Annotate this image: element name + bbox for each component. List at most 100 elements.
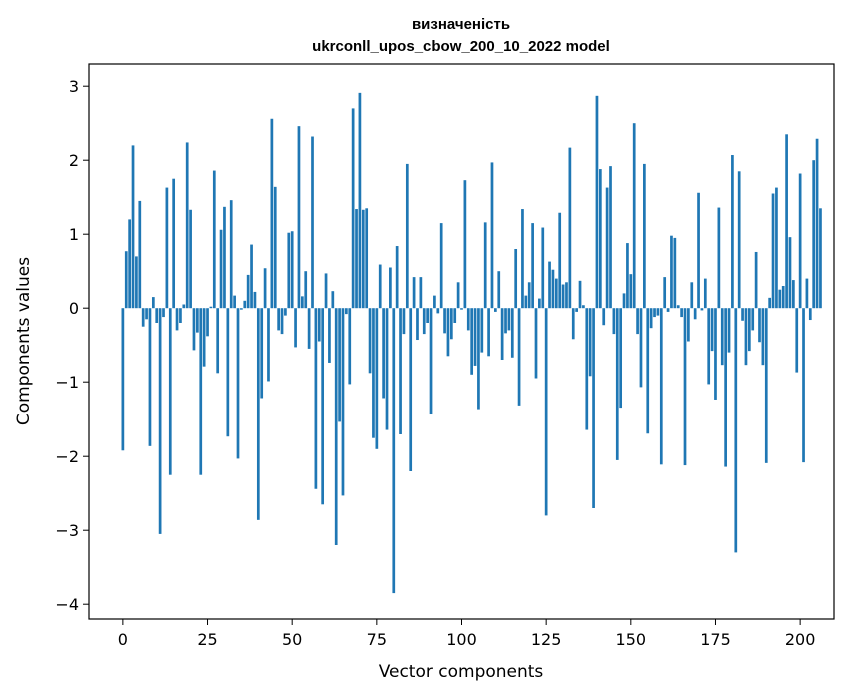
bar-132 [568,147,572,309]
bar-8 [148,308,152,446]
bar-100 [460,308,463,310]
x-tick-label: 175 [700,630,731,649]
bar-206 [819,208,822,309]
bar-99 [456,282,460,309]
bar-133 [571,308,575,340]
y-axis-label: Components values [14,257,34,425]
bar-72 [365,208,369,309]
plot-frame [88,63,835,620]
bar-158 [656,308,660,316]
bar-3 [131,145,135,309]
bar-94 [439,223,443,309]
bar-170 [697,192,700,309]
bar-124 [541,227,545,309]
bar-150 [629,274,633,309]
bar-23 [199,308,203,475]
bar-140 [595,95,599,309]
bar-101 [463,180,467,309]
bar-153 [639,308,643,388]
bar-81 [395,246,399,309]
bar-48 [284,308,287,316]
bar-70 [358,92,362,309]
bar-11 [158,308,162,534]
bar-175 [714,308,717,400]
y-tick-label: 2 [69,151,79,170]
bar-181 [734,308,738,553]
bar-122 [534,308,538,379]
bar-1 [124,251,128,309]
bar-27 [212,170,216,309]
bar-109 [490,162,494,309]
bar-184 [744,308,748,366]
bar-154 [643,163,646,309]
bar-38 [250,244,253,309]
bar-105 [477,308,480,410]
bar-65 [341,308,345,496]
bar-53 [300,296,304,309]
bar-42 [263,268,267,309]
bar-63 [334,308,338,545]
bar-146 [615,308,619,460]
bar-24 [202,308,206,367]
bar-116 [514,249,518,309]
bar-202 [805,278,809,309]
bar-82 [399,308,402,434]
bar-0 [121,308,125,451]
bar-125 [544,308,548,516]
bar-205 [815,138,819,309]
bar-19 [185,142,189,309]
chart-title-line-2: ukrconll_upos_cbow_200_10_2022 model [312,38,610,55]
bar-18 [182,304,186,309]
bar-89 [422,308,426,335]
bar-102 [466,308,470,331]
bar-121 [531,223,534,309]
bar-74 [372,308,375,438]
bar-83 [402,308,406,335]
bar-39 [253,291,257,309]
bar-197 [788,237,792,309]
bar-168 [690,282,694,309]
bar-172 [703,278,707,309]
bar-78 [385,308,389,430]
bar-171 [700,308,704,311]
bar-142 [602,308,606,326]
bar-14 [168,308,172,475]
bar-61 [328,308,331,363]
bar-143 [605,187,609,309]
chart-title-line-1: визначеність [412,16,510,33]
bar-138 [588,308,592,377]
bar-113 [504,308,507,334]
bar-17 [179,308,182,323]
bar-7 [145,308,148,320]
x-tick-label: 125 [531,630,562,649]
bar-30 [223,206,226,309]
bar-131 [565,282,568,309]
bar-144 [609,166,612,309]
bar-68 [351,108,355,309]
bar-194 [778,289,782,309]
bar-66 [345,308,348,315]
bar-71 [361,209,365,309]
bar-104 [473,308,477,366]
bar-185 [747,308,751,352]
bar-120 [527,282,531,309]
bar-162 [670,235,673,309]
bar-189 [761,308,765,366]
y-tick-label: 1 [69,225,79,244]
bar-85 [409,308,413,471]
bar-22 [196,308,199,333]
bar-67 [348,308,352,385]
bar-93 [436,308,440,314]
bar-176 [717,207,721,309]
bar-183 [741,308,744,321]
x-tick-label: 200 [785,630,816,649]
bar-173 [707,308,711,385]
bar-159 [659,308,663,465]
x-axis-label: Vector components [379,662,544,682]
bar-37 [246,274,250,309]
bar-178 [724,308,727,467]
bar-141 [598,169,602,309]
bar-79 [389,267,392,309]
bar-119 [524,295,528,309]
bar-103 [470,308,474,375]
